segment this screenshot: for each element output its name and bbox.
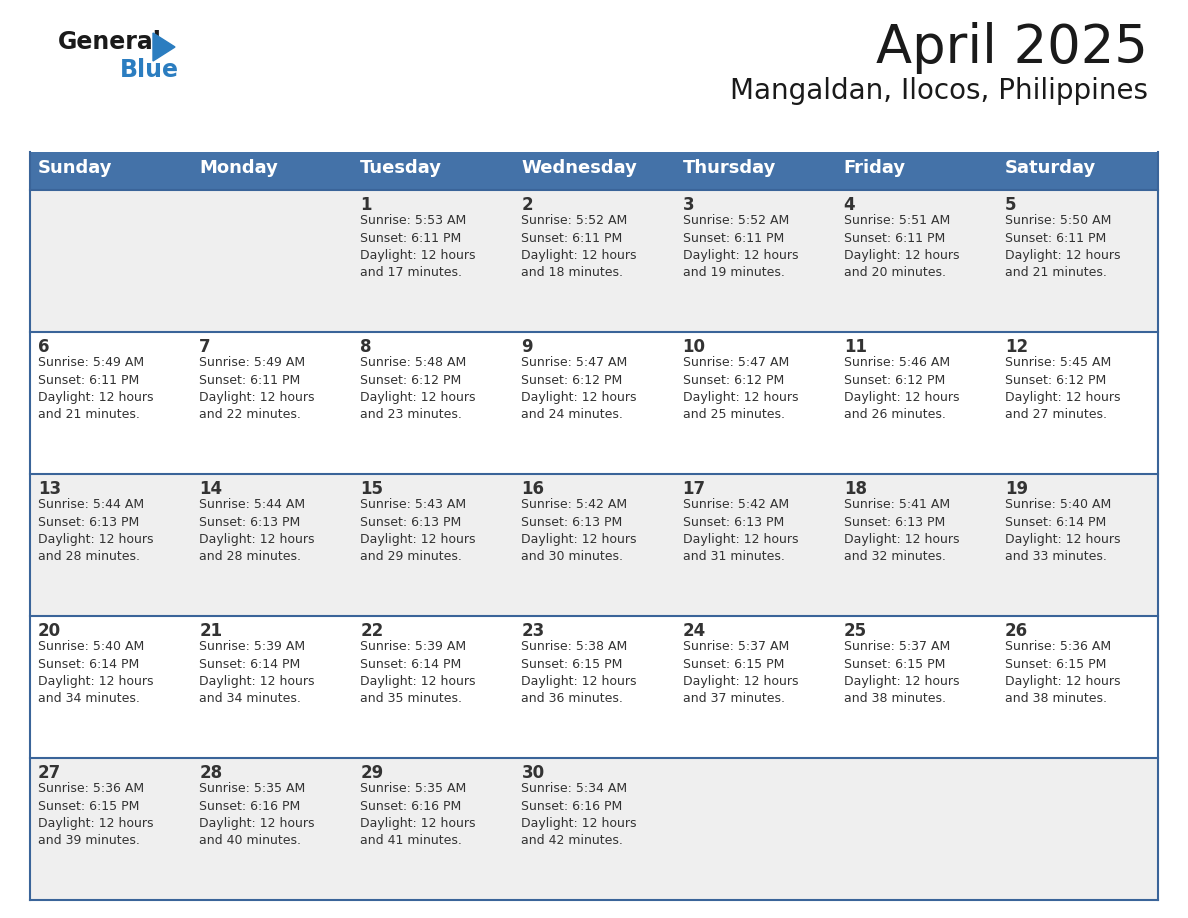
Bar (30, 616, 1158, 758)
Text: Sunrise: 5:52 AM
Sunset: 6:11 PM
Daylight: 12 hours
and 18 minutes.: Sunrise: 5:52 AM Sunset: 6:11 PM Dayligh… (522, 214, 637, 279)
Text: 27: 27 (38, 764, 62, 782)
Text: Sunrise: 5:49 AM
Sunset: 6:11 PM
Daylight: 12 hours
and 21 minutes.: Sunrise: 5:49 AM Sunset: 6:11 PM Dayligh… (38, 356, 153, 421)
Text: Sunrise: 5:37 AM
Sunset: 6:15 PM
Daylight: 12 hours
and 38 minutes.: Sunrise: 5:37 AM Sunset: 6:15 PM Dayligh… (843, 640, 959, 706)
Text: 22: 22 (360, 622, 384, 640)
Text: 5: 5 (1005, 196, 1017, 214)
Text: 2: 2 (522, 196, 533, 214)
Text: Sunrise: 5:43 AM
Sunset: 6:13 PM
Daylight: 12 hours
and 29 minutes.: Sunrise: 5:43 AM Sunset: 6:13 PM Dayligh… (360, 498, 475, 564)
Text: Blue: Blue (120, 58, 179, 82)
Text: 7: 7 (200, 338, 210, 356)
Text: Sunrise: 5:47 AM
Sunset: 6:12 PM
Daylight: 12 hours
and 24 minutes.: Sunrise: 5:47 AM Sunset: 6:12 PM Dayligh… (522, 356, 637, 421)
Bar (30, 190, 1158, 332)
Bar (191, 152, 353, 190)
Text: 14: 14 (200, 480, 222, 498)
Text: Sunrise: 5:42 AM
Sunset: 6:13 PM
Daylight: 12 hours
and 30 minutes.: Sunrise: 5:42 AM Sunset: 6:13 PM Dayligh… (522, 498, 637, 564)
Bar (353, 152, 513, 190)
Text: Sunrise: 5:41 AM
Sunset: 6:13 PM
Daylight: 12 hours
and 32 minutes.: Sunrise: 5:41 AM Sunset: 6:13 PM Dayligh… (843, 498, 959, 564)
Text: General: General (58, 30, 162, 54)
Text: Wednesday: Wednesday (522, 159, 637, 177)
Text: Thursday: Thursday (683, 159, 776, 177)
Text: Sunday: Sunday (38, 159, 113, 177)
Bar (675, 152, 835, 190)
Text: 8: 8 (360, 338, 372, 356)
Text: 3: 3 (683, 196, 694, 214)
Text: Sunrise: 5:48 AM
Sunset: 6:12 PM
Daylight: 12 hours
and 23 minutes.: Sunrise: 5:48 AM Sunset: 6:12 PM Dayligh… (360, 356, 475, 421)
Text: 4: 4 (843, 196, 855, 214)
Text: Sunrise: 5:38 AM
Sunset: 6:15 PM
Daylight: 12 hours
and 36 minutes.: Sunrise: 5:38 AM Sunset: 6:15 PM Dayligh… (522, 640, 637, 706)
Text: Sunrise: 5:53 AM
Sunset: 6:11 PM
Daylight: 12 hours
and 17 minutes.: Sunrise: 5:53 AM Sunset: 6:11 PM Dayligh… (360, 214, 475, 279)
Text: Sunrise: 5:35 AM
Sunset: 6:16 PM
Daylight: 12 hours
and 41 minutes.: Sunrise: 5:35 AM Sunset: 6:16 PM Dayligh… (360, 782, 475, 847)
Text: Sunrise: 5:36 AM
Sunset: 6:15 PM
Daylight: 12 hours
and 39 minutes.: Sunrise: 5:36 AM Sunset: 6:15 PM Dayligh… (38, 782, 153, 847)
Text: 25: 25 (843, 622, 867, 640)
Bar (513, 152, 675, 190)
Text: 21: 21 (200, 622, 222, 640)
Text: Friday: Friday (843, 159, 905, 177)
Text: 6: 6 (38, 338, 50, 356)
Text: 1: 1 (360, 196, 372, 214)
Text: Sunrise: 5:40 AM
Sunset: 6:14 PM
Daylight: 12 hours
and 33 minutes.: Sunrise: 5:40 AM Sunset: 6:14 PM Dayligh… (1005, 498, 1120, 564)
Text: Sunrise: 5:35 AM
Sunset: 6:16 PM
Daylight: 12 hours
and 40 minutes.: Sunrise: 5:35 AM Sunset: 6:16 PM Dayligh… (200, 782, 315, 847)
Text: Sunrise: 5:45 AM
Sunset: 6:12 PM
Daylight: 12 hours
and 27 minutes.: Sunrise: 5:45 AM Sunset: 6:12 PM Dayligh… (1005, 356, 1120, 421)
Bar (997, 152, 1158, 190)
Text: Sunrise: 5:52 AM
Sunset: 6:11 PM
Daylight: 12 hours
and 19 minutes.: Sunrise: 5:52 AM Sunset: 6:11 PM Dayligh… (683, 214, 798, 279)
Bar (30, 152, 191, 190)
Text: Sunrise: 5:44 AM
Sunset: 6:13 PM
Daylight: 12 hours
and 28 minutes.: Sunrise: 5:44 AM Sunset: 6:13 PM Dayligh… (38, 498, 153, 564)
Text: Tuesday: Tuesday (360, 159, 442, 177)
Text: Sunrise: 5:50 AM
Sunset: 6:11 PM
Daylight: 12 hours
and 21 minutes.: Sunrise: 5:50 AM Sunset: 6:11 PM Dayligh… (1005, 214, 1120, 279)
Text: 19: 19 (1005, 480, 1028, 498)
Text: April 2025: April 2025 (876, 22, 1148, 74)
Text: Sunrise: 5:51 AM
Sunset: 6:11 PM
Daylight: 12 hours
and 20 minutes.: Sunrise: 5:51 AM Sunset: 6:11 PM Dayligh… (843, 214, 959, 279)
Text: Sunrise: 5:44 AM
Sunset: 6:13 PM
Daylight: 12 hours
and 28 minutes.: Sunrise: 5:44 AM Sunset: 6:13 PM Dayligh… (200, 498, 315, 564)
Text: 29: 29 (360, 764, 384, 782)
Text: Sunrise: 5:42 AM
Sunset: 6:13 PM
Daylight: 12 hours
and 31 minutes.: Sunrise: 5:42 AM Sunset: 6:13 PM Dayligh… (683, 498, 798, 564)
Bar (30, 474, 1158, 616)
Text: 18: 18 (843, 480, 867, 498)
Text: 16: 16 (522, 480, 544, 498)
Bar (30, 758, 1158, 900)
Text: 12: 12 (1005, 338, 1028, 356)
Bar (835, 152, 997, 190)
Text: Sunrise: 5:39 AM
Sunset: 6:14 PM
Daylight: 12 hours
and 35 minutes.: Sunrise: 5:39 AM Sunset: 6:14 PM Dayligh… (360, 640, 475, 706)
Text: Sunrise: 5:49 AM
Sunset: 6:11 PM
Daylight: 12 hours
and 22 minutes.: Sunrise: 5:49 AM Sunset: 6:11 PM Dayligh… (200, 356, 315, 421)
Text: 26: 26 (1005, 622, 1028, 640)
Text: 10: 10 (683, 338, 706, 356)
Text: 30: 30 (522, 764, 544, 782)
Text: Sunrise: 5:34 AM
Sunset: 6:16 PM
Daylight: 12 hours
and 42 minutes.: Sunrise: 5:34 AM Sunset: 6:16 PM Dayligh… (522, 782, 637, 847)
Text: 28: 28 (200, 764, 222, 782)
Text: Sunrise: 5:37 AM
Sunset: 6:15 PM
Daylight: 12 hours
and 37 minutes.: Sunrise: 5:37 AM Sunset: 6:15 PM Dayligh… (683, 640, 798, 706)
Text: Monday: Monday (200, 159, 278, 177)
Text: 13: 13 (38, 480, 61, 498)
Text: Sunrise: 5:36 AM
Sunset: 6:15 PM
Daylight: 12 hours
and 38 minutes.: Sunrise: 5:36 AM Sunset: 6:15 PM Dayligh… (1005, 640, 1120, 706)
Text: Sunrise: 5:40 AM
Sunset: 6:14 PM
Daylight: 12 hours
and 34 minutes.: Sunrise: 5:40 AM Sunset: 6:14 PM Dayligh… (38, 640, 153, 706)
Text: 11: 11 (843, 338, 867, 356)
Text: 15: 15 (360, 480, 384, 498)
Text: 23: 23 (522, 622, 544, 640)
Polygon shape (153, 33, 175, 61)
Text: 9: 9 (522, 338, 533, 356)
Text: Sunrise: 5:47 AM
Sunset: 6:12 PM
Daylight: 12 hours
and 25 minutes.: Sunrise: 5:47 AM Sunset: 6:12 PM Dayligh… (683, 356, 798, 421)
Text: 24: 24 (683, 622, 706, 640)
Text: 17: 17 (683, 480, 706, 498)
Text: 20: 20 (38, 622, 61, 640)
Text: Mangaldan, Ilocos, Philippines: Mangaldan, Ilocos, Philippines (729, 77, 1148, 105)
Text: Sunrise: 5:39 AM
Sunset: 6:14 PM
Daylight: 12 hours
and 34 minutes.: Sunrise: 5:39 AM Sunset: 6:14 PM Dayligh… (200, 640, 315, 706)
Bar (30, 332, 1158, 474)
Text: Sunrise: 5:46 AM
Sunset: 6:12 PM
Daylight: 12 hours
and 26 minutes.: Sunrise: 5:46 AM Sunset: 6:12 PM Dayligh… (843, 356, 959, 421)
Text: Saturday: Saturday (1005, 159, 1097, 177)
